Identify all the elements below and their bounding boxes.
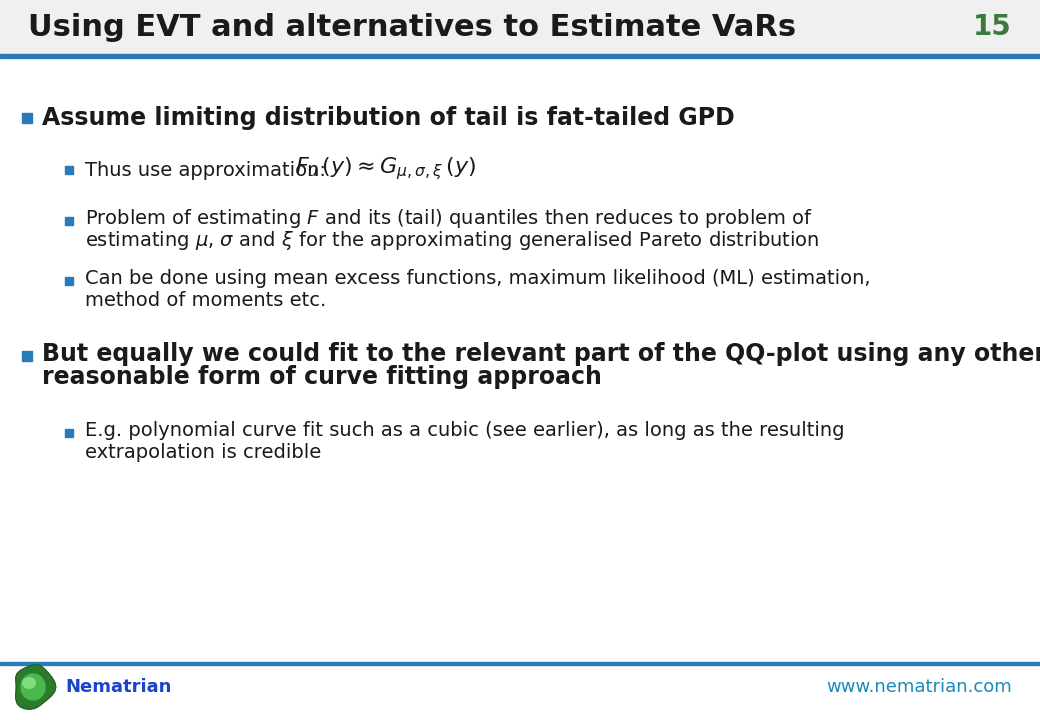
Text: 15: 15 [973, 13, 1012, 41]
Bar [0, 0, 1040, 55]
Bar [22, 351, 32, 361]
Bar [64, 217, 73, 225]
Text: Can be done using mean excess functions, maximum likelihood (ML) estimation,: Can be done using mean excess functions,… [85, 269, 870, 289]
Polygon shape [22, 677, 36, 689]
Text: Assume limiting distribution of tail is fat-tailed GPD: Assume limiting distribution of tail is … [42, 106, 734, 130]
Text: $F_u\,(y) \approx G_{\mu,\sigma,\xi}\,(y)$: $F_u\,(y) \approx G_{\mu,\sigma,\xi}\,(y… [295, 156, 476, 182]
Text: www.nematrian.com: www.nematrian.com [826, 678, 1012, 696]
Bar [64, 277, 73, 285]
Text: But equally we could fit to the relevant part of the QQ-plot using any other: But equally we could fit to the relevant… [42, 342, 1040, 366]
Text: method of moments etc.: method of moments etc. [85, 292, 327, 310]
Text: Thus use approximation:: Thus use approximation: [85, 161, 326, 179]
Text: extrapolation is credible: extrapolation is credible [85, 444, 321, 462]
Text: E.g. polynomial curve fit such as a cubic (see earlier), as long as the resultin: E.g. polynomial curve fit such as a cubi… [85, 421, 844, 441]
Polygon shape [20, 673, 46, 701]
Bar [0, 54, 1040, 58]
Polygon shape [16, 665, 56, 709]
Bar [0, 662, 1040, 665]
Text: Using EVT and alternatives to Estimate VaRs: Using EVT and alternatives to Estimate V… [28, 12, 797, 42]
Text: estimating $\mu$, $\sigma$ and $\xi$ for the approximating generalised Pareto di: estimating $\mu$, $\sigma$ and $\xi$ for… [85, 230, 820, 253]
Bar [64, 429, 73, 437]
Text: Nematrian: Nematrian [64, 678, 172, 696]
Bar [64, 166, 73, 174]
Bar [22, 113, 32, 123]
Text: Problem of estimating $F$ and its (tail) quantiles then reduces to problem of: Problem of estimating $F$ and its (tail)… [85, 207, 813, 230]
Text: reasonable form of curve fitting approach: reasonable form of curve fitting approac… [42, 365, 602, 389]
